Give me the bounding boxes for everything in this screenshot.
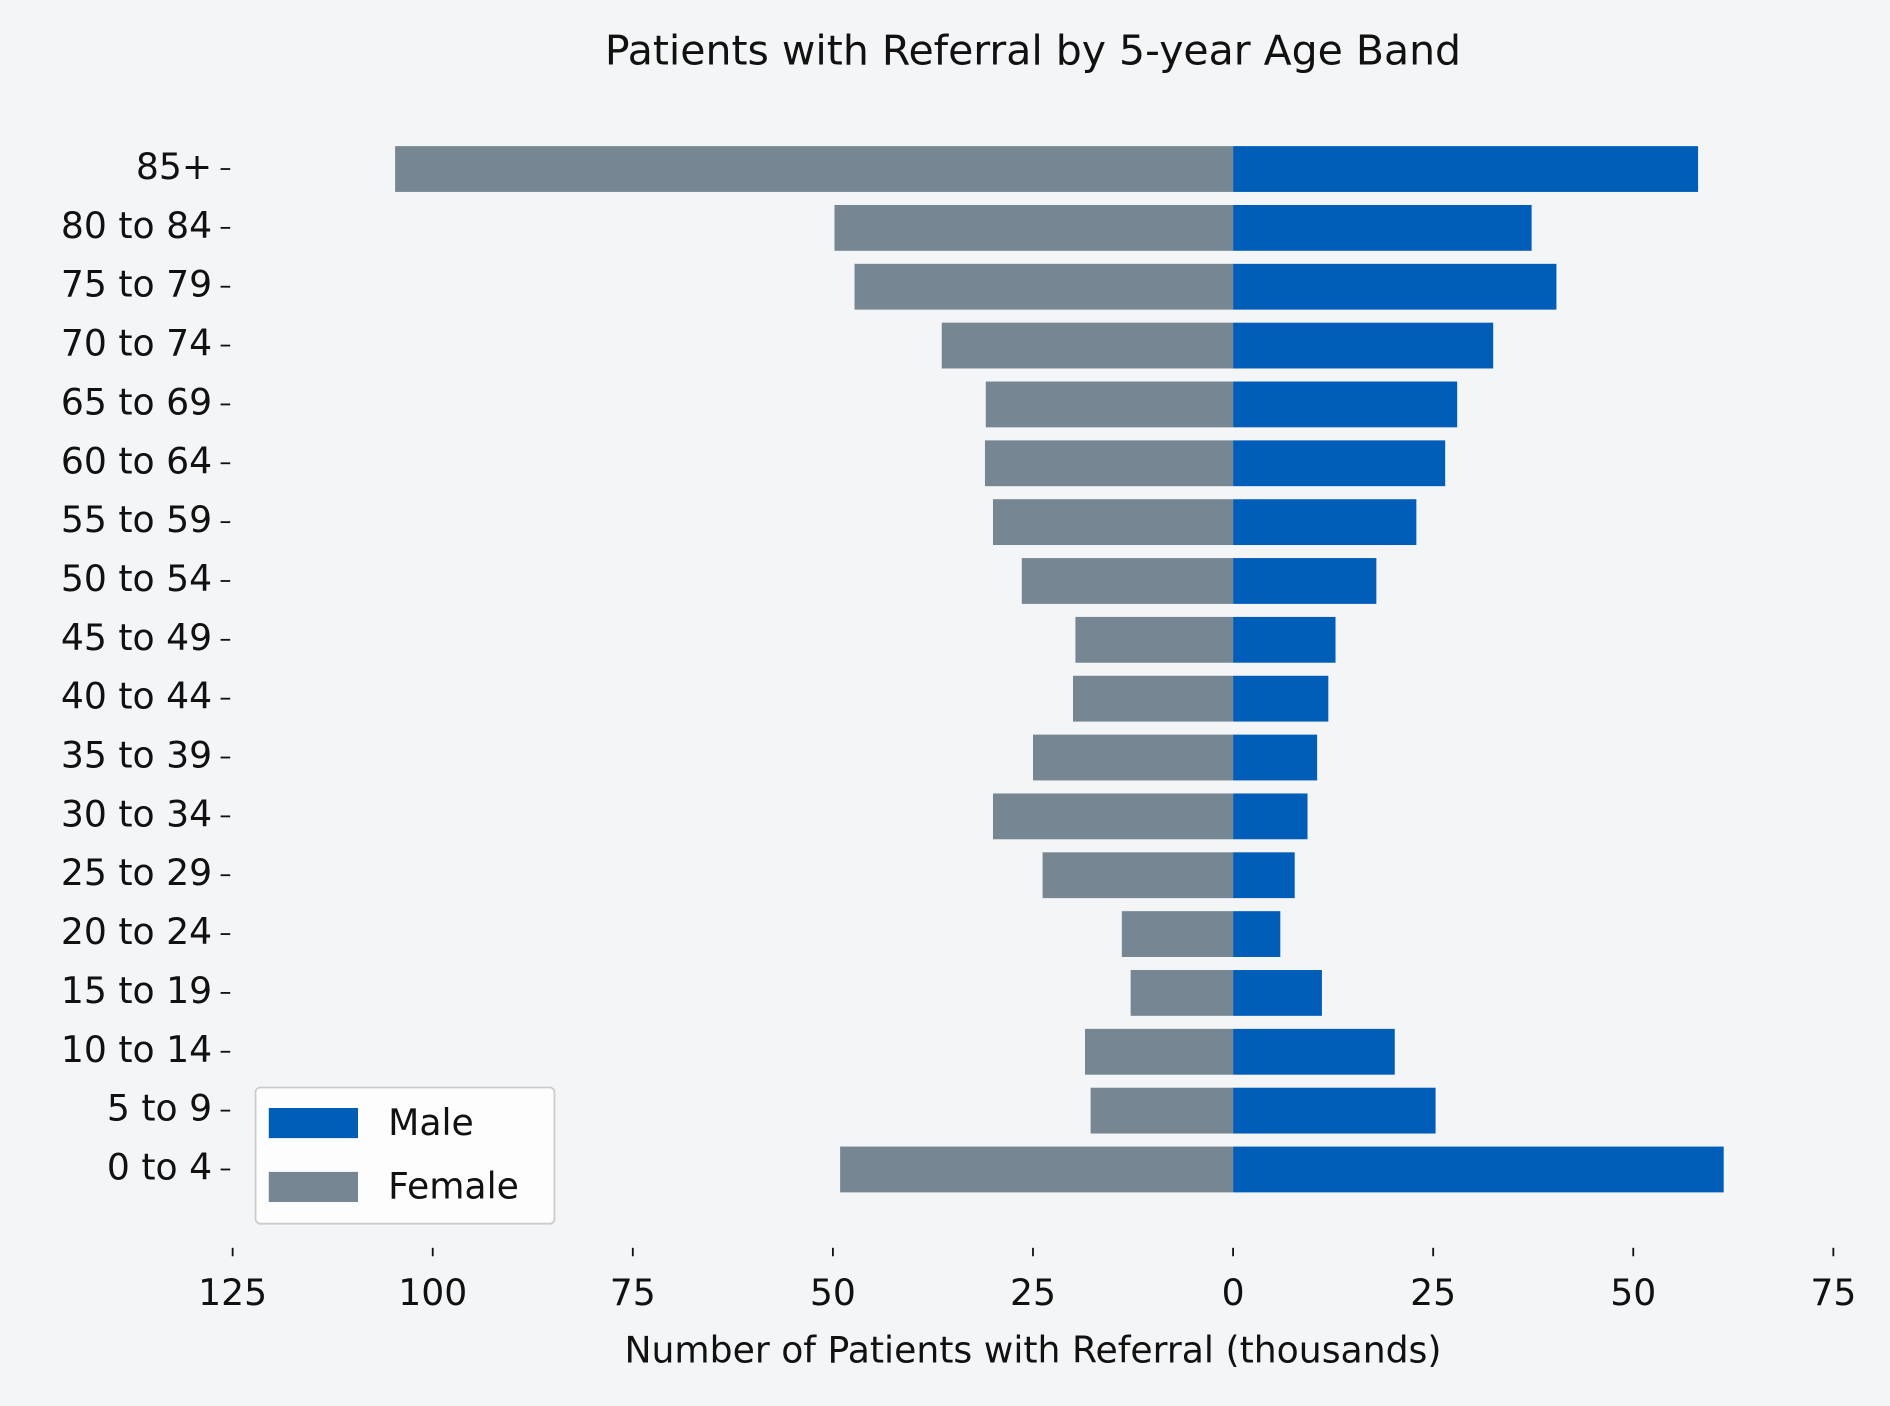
y-tick-label: 15 to 19 (61, 969, 212, 1012)
legend-swatch (268, 1108, 358, 1139)
legend-label: Female (388, 1165, 519, 1208)
bar (1021, 558, 1234, 604)
bar (1121, 911, 1234, 957)
x-axis-label: Number of Patients with Referral (thousa… (624, 1329, 1441, 1372)
bar (1233, 381, 1458, 428)
bar (1233, 793, 1308, 840)
bar (1233, 263, 1557, 310)
y-tick-label: 45 to 49 (61, 616, 212, 659)
bar (1042, 852, 1234, 899)
x-tick-label: 25 (1410, 1271, 1456, 1314)
y-tick-label: 0 to 4 (107, 1145, 212, 1188)
bar (984, 440, 1234, 487)
y-tick-label: 10 to 14 (61, 1028, 212, 1071)
x-tick-label: 50 (810, 1271, 856, 1314)
bar (985, 381, 1234, 428)
y-tick-label: 20 to 24 (61, 910, 212, 953)
bar (1233, 852, 1295, 899)
bar (992, 499, 1234, 546)
x-tick-label: 75 (1810, 1271, 1856, 1314)
x-tick-label: 0 (1222, 1271, 1245, 1314)
bar (1233, 1028, 1395, 1075)
bar (1233, 204, 1532, 251)
bar (854, 263, 1234, 310)
x-tick-label: 50 (1610, 1271, 1656, 1314)
y-tick-label: 35 to 39 (61, 734, 212, 777)
bar (1233, 911, 1281, 957)
x-tick-label: 25 (1010, 1271, 1056, 1314)
y-tick-label: 80 to 84 (61, 204, 212, 247)
bar (1233, 558, 1377, 604)
legend: Male Female (254, 1086, 556, 1225)
bar (1073, 675, 1234, 722)
bar (395, 146, 1234, 192)
bar (1233, 1146, 1724, 1193)
legend-label: Male (388, 1101, 474, 1144)
bar (1075, 616, 1234, 663)
bar (1032, 734, 1234, 781)
y-tick-label: 75 to 79 (61, 263, 212, 306)
bar (1233, 499, 1417, 546)
y-tick-label: 25 to 29 (61, 851, 212, 894)
y-tick-label: 55 to 59 (61, 498, 212, 541)
bar (1130, 970, 1234, 1016)
bar (1233, 734, 1318, 781)
y-tick-label: 65 to 69 (61, 380, 212, 423)
x-tick-label: 125 (198, 1271, 267, 1314)
chart-title: Patients with Referral by 5-year Age Ban… (605, 26, 1461, 74)
y-tick-label: 85+ (136, 145, 212, 188)
bar (1090, 1087, 1234, 1134)
bar (941, 322, 1234, 369)
bar (1085, 1028, 1234, 1075)
y-tick-label: 60 to 64 (61, 439, 212, 482)
x-tick-label: 75 (610, 1271, 656, 1314)
y-tick-label: 40 to 44 (61, 675, 212, 718)
bar (840, 1146, 1234, 1193)
bar (1233, 616, 1336, 663)
bar (1233, 675, 1329, 722)
bar (1233, 146, 1699, 192)
bar (1233, 322, 1494, 369)
x-tick-label: 100 (398, 1271, 467, 1314)
legend-swatch (268, 1171, 358, 1203)
y-tick-label: 50 to 54 (61, 557, 212, 600)
bar (1233, 440, 1446, 487)
y-tick-label: 5 to 9 (107, 1087, 212, 1130)
bar (834, 204, 1234, 251)
y-tick-label: 30 to 34 (61, 792, 212, 835)
y-tick-label: 70 to 74 (61, 322, 212, 365)
bar (1233, 970, 1322, 1016)
bar (992, 793, 1234, 840)
bar (1233, 1087, 1436, 1134)
